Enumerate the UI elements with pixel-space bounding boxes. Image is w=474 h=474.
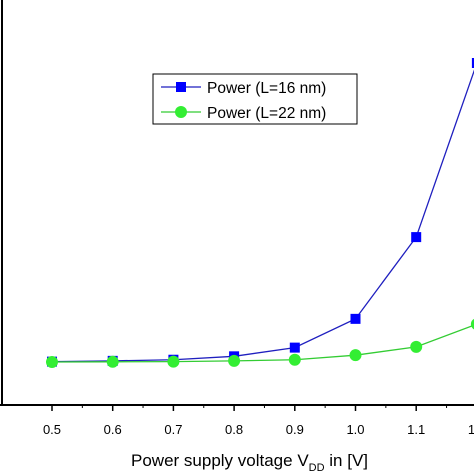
x-tick-label: 0.8	[225, 422, 243, 437]
series-1-point	[106, 355, 119, 368]
legend-label-l22: Power (L=22 nm)	[207, 105, 326, 122]
x-tick-label: 0.6	[104, 422, 122, 437]
series-1-point	[228, 354, 241, 367]
legend-label-l16: Power (L=16 nm)	[207, 80, 326, 97]
legend-marker-l22	[175, 106, 187, 118]
series-line-1	[51, 324, 474, 363]
series-0-point	[350, 313, 361, 324]
x-tick-label: 0.9	[286, 422, 304, 437]
series-1-point	[167, 355, 180, 368]
series-0-point	[289, 342, 300, 353]
legend: Power (L=16 nm) Power (L=22 nm)	[152, 73, 358, 125]
series-1-point	[410, 340, 423, 353]
series-1-point	[349, 349, 362, 362]
series-1-point	[288, 353, 301, 366]
series-lines	[51, 69, 474, 363]
series-1-point	[470, 318, 474, 330]
series-1-point	[46, 356, 58, 368]
series-line-0	[51, 69, 474, 363]
x-axis-ticks: 0.5 0.6 0.7 0.8 0.9 1.0 1.1 1.2	[43, 405, 474, 437]
plot-area: 0.5 0.6 0.7 0.8 0.9 1.0 1.1 1.2	[0, 0, 474, 437]
x-tick-label: 1.1	[407, 422, 425, 437]
series-0-point	[411, 232, 422, 243]
x-tick-label: 1.0	[346, 422, 364, 437]
x-axis-title: Power supply voltage VDD in [V]	[131, 451, 368, 474]
x-tick-label: 0.5	[43, 422, 61, 437]
series-0-point	[471, 58, 474, 68]
legend-box	[152, 73, 358, 125]
series-markers	[46, 58, 474, 368]
x-tick-label: 0.7	[164, 422, 182, 437]
legend-marker-l16	[176, 82, 186, 92]
x-tick-label: 1.2	[468, 422, 474, 437]
